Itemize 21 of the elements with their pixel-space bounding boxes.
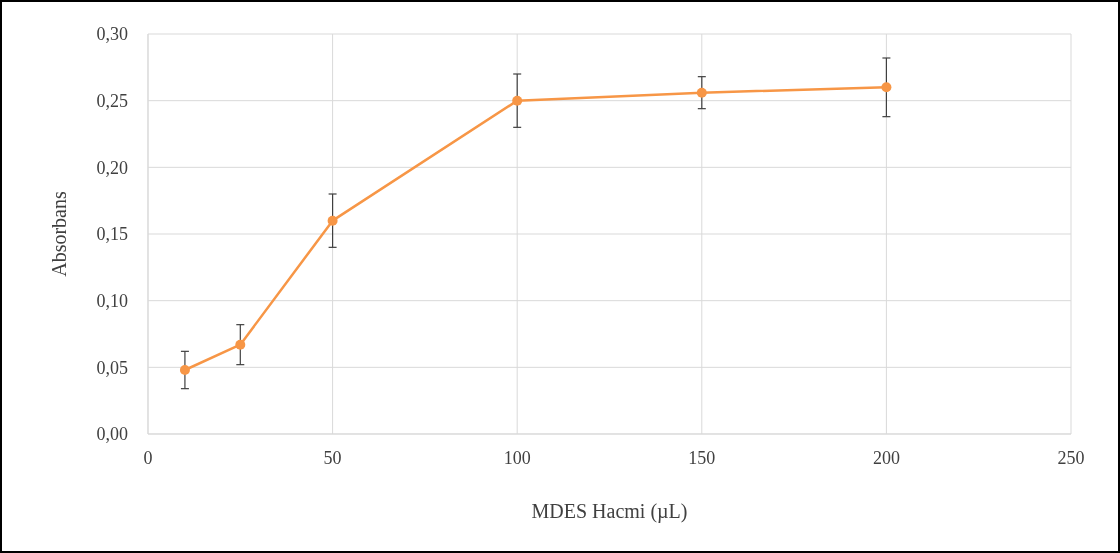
- y-tick-label: 0,15: [96, 224, 128, 245]
- y-tick-label: 0,05: [96, 357, 128, 378]
- point: [881, 82, 892, 93]
- y-tick-label: 0,25: [96, 90, 128, 111]
- point: [179, 365, 190, 375]
- x-tick-label: 200: [872, 448, 900, 468]
- x-tick-label: 0: [143, 448, 153, 468]
- point: [696, 87, 707, 98]
- y-tick-label: 0,20: [96, 157, 128, 178]
- x-tick-label: 50: [323, 448, 342, 468]
- x-tick-label: 150: [688, 448, 716, 468]
- point: [512, 95, 523, 106]
- y-tick-label: 0,30: [96, 24, 128, 45]
- point: [235, 339, 246, 350]
- point: [327, 215, 338, 226]
- y-tick-label: 0,00: [96, 424, 128, 445]
- x-tick-label: 250: [1057, 448, 1085, 468]
- y-tick-label: 0,10: [96, 290, 128, 311]
- y-axis-title: Absorbans: [48, 191, 70, 277]
- x-tick-label: 100: [503, 448, 531, 468]
- x-axis-title: MDES Hacmi (µL): [531, 500, 688, 523]
